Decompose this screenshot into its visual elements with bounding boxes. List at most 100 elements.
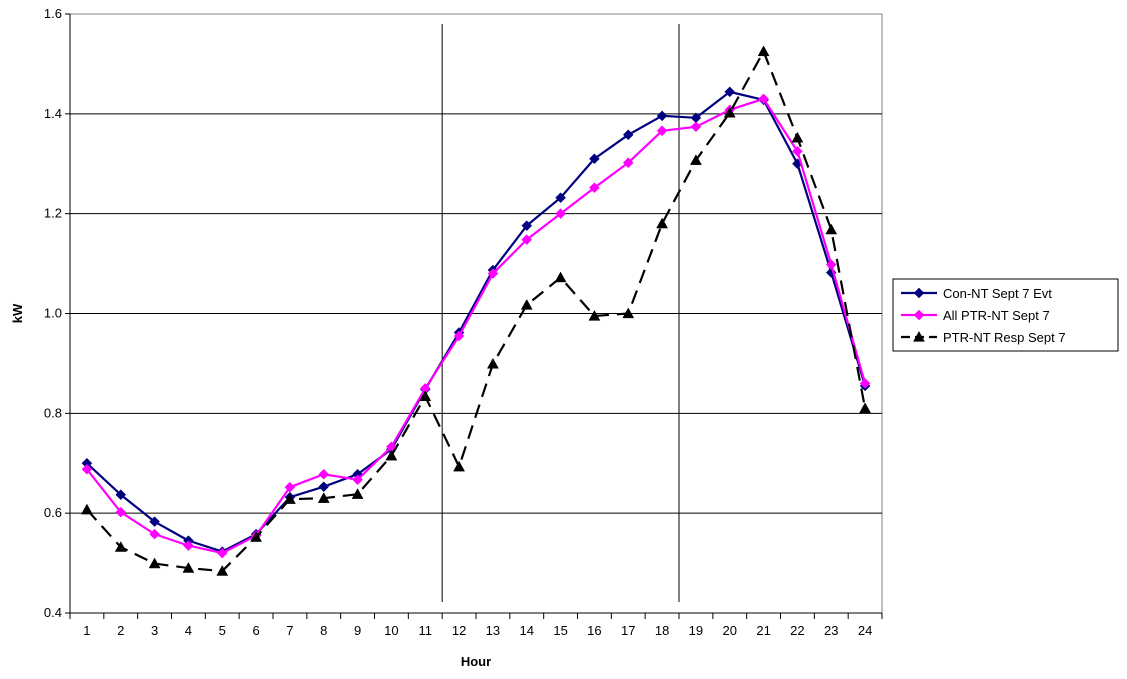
x-tick-label: 12 [452, 623, 466, 638]
data-point [385, 449, 398, 461]
data-point [791, 131, 804, 143]
data-point [284, 481, 296, 493]
y-tick-label: 1.4 [44, 106, 62, 121]
data-point [115, 489, 127, 501]
x-tick-label: 14 [520, 623, 534, 638]
data-point [487, 268, 499, 279]
data-point [622, 157, 634, 169]
data-point [521, 234, 533, 245]
x-tick-label: 11 [419, 623, 433, 638]
x-tick-label: 17 [621, 623, 635, 638]
data-point [183, 540, 194, 551]
legend-swatch-marker [913, 330, 925, 342]
legend-label: Con-NT Sept 7 Evt [943, 286, 1052, 301]
y-tick-label: 0.6 [44, 505, 62, 520]
legend-item: All PTR-NT Sept 7 [901, 308, 1050, 323]
data-point [486, 357, 499, 369]
data-point [148, 557, 161, 569]
series-line [86, 90, 867, 553]
data-point [859, 378, 871, 389]
data-point [555, 208, 566, 220]
data-point [149, 516, 160, 528]
data-point [792, 145, 803, 157]
data-point [419, 390, 432, 402]
data-point [115, 506, 127, 518]
data-point [453, 460, 466, 472]
series-line [86, 50, 867, 573]
x-tick-label: 3 [151, 623, 158, 638]
y-tick-label: 1.2 [44, 206, 62, 221]
legend-item: PTR-NT Resp Sept 7 [901, 330, 1066, 345]
data-point [589, 182, 600, 194]
y-axis-title: kW [10, 303, 25, 323]
data-point [758, 93, 769, 105]
y-tick-label: 1.0 [44, 306, 62, 321]
data-point [318, 481, 330, 493]
x-tick-label: 21 [756, 623, 770, 638]
data-point [216, 547, 228, 559]
data-point [622, 307, 635, 319]
data-point [656, 125, 668, 137]
legend-item: Con-NT Sept 7 Evt [901, 286, 1052, 301]
x-tick-label: 19 [689, 623, 703, 638]
series-2 [81, 93, 871, 559]
data-point [859, 402, 872, 413]
x-tick-label: 9 [354, 623, 361, 638]
data-point [723, 106, 736, 118]
x-tick-label: 4 [185, 623, 192, 638]
x-tick-label: 5 [219, 623, 226, 638]
data-point [352, 474, 363, 486]
data-point [589, 153, 600, 165]
data-point [689, 154, 702, 165]
data-point [317, 492, 330, 503]
data-point [351, 488, 364, 499]
data-point [724, 86, 736, 98]
x-tick-label: 8 [320, 623, 327, 638]
legend-label: All PTR-NT Sept 7 [943, 308, 1050, 323]
event-marker-lines [441, 24, 680, 602]
x-tick-label: 6 [252, 623, 259, 638]
series-layer [80, 45, 872, 576]
data-point [80, 503, 93, 515]
x-tick-label: 13 [486, 623, 500, 638]
data-point [521, 220, 533, 232]
data-point [656, 217, 669, 229]
x-tick-label: 18 [655, 623, 669, 638]
data-point [81, 463, 93, 475]
x-tick-label: 2 [117, 623, 124, 638]
data-point [453, 330, 465, 342]
series-line [86, 97, 867, 555]
data-point [250, 531, 263, 542]
legend-swatch-marker [913, 309, 925, 321]
x-tick-label: 10 [384, 623, 398, 638]
x-tick-label: 22 [790, 623, 804, 638]
y-tick-label: 1.6 [44, 6, 62, 21]
data-point [588, 309, 601, 321]
data-point [149, 528, 160, 540]
data-point [520, 298, 533, 310]
data-point [825, 223, 838, 235]
legend-label: PTR-NT Resp Sept 7 [943, 330, 1066, 345]
data-point [656, 110, 668, 122]
x-tick-label: 24 [858, 623, 872, 638]
data-point [757, 45, 770, 57]
x-axis-title: Hour [461, 654, 491, 669]
x-tick-label: 16 [587, 623, 601, 638]
data-point [283, 493, 296, 504]
data-point [622, 129, 634, 141]
x-tick-label: 23 [824, 623, 838, 638]
x-tick-label: 20 [723, 623, 737, 638]
data-point [690, 121, 702, 133]
data-point [825, 259, 837, 270]
data-point [554, 271, 567, 283]
axes: 0.40.60.81.01.21.41.61 2 3 4 5 6 7 8 9 10 11 12 13 14… [44, 6, 883, 638]
data-point [182, 562, 195, 573]
series-3 [80, 45, 872, 576]
legend-swatch-marker [913, 287, 925, 299]
data-point [318, 468, 330, 480]
data-point [216, 565, 229, 576]
x-tick-label: 7 [286, 623, 293, 638]
y-tick-label: 0.4 [44, 605, 62, 620]
x-tick-label: 15 [553, 623, 567, 638]
